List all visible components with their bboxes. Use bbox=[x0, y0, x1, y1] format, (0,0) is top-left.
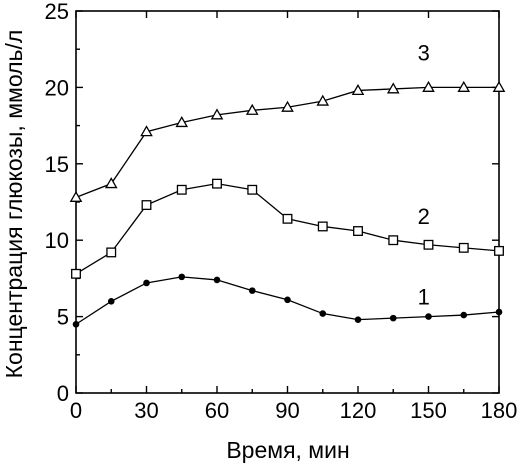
series-label-1: 1 bbox=[418, 285, 430, 310]
data-point-series-2 bbox=[353, 226, 363, 236]
series-line-2 bbox=[75, 183, 500, 275]
data-point-series-1 bbox=[178, 273, 186, 281]
data-point-series-2 bbox=[212, 178, 222, 189]
data-point-series-1 bbox=[495, 308, 503, 316]
data-point-series-1 bbox=[460, 311, 468, 319]
data-point-series-2 bbox=[247, 184, 258, 195]
data-point-series-1 bbox=[284, 296, 291, 304]
data-point-series-2 bbox=[494, 245, 504, 256]
y-tick-label: 0 bbox=[57, 381, 69, 406]
x-tick-label: 60 bbox=[205, 398, 229, 423]
axes: 0 30 60 90 120 150 180 0 5 10 15 20 25 bbox=[45, 0, 518, 423]
data-point-series-2 bbox=[71, 268, 81, 279]
plot-frame bbox=[75, 10, 500, 394]
data-point-series-2 bbox=[317, 221, 328, 232]
data-point-series-3 bbox=[69, 190, 83, 202]
data-point-series-1 bbox=[354, 316, 362, 323]
data-point-series-2 bbox=[458, 242, 469, 253]
data-point-series-2 bbox=[176, 184, 187, 195]
data-point-series-3 bbox=[386, 82, 400, 94]
x-tick-label: 180 bbox=[481, 398, 518, 423]
data-point-series-1 bbox=[319, 310, 327, 317]
data-point-series-1 bbox=[389, 314, 397, 322]
x-tick-label: 0 bbox=[70, 398, 82, 423]
data-point-series-3 bbox=[140, 125, 153, 137]
data-point-series-2 bbox=[282, 213, 293, 224]
x-tick-label: 30 bbox=[134, 398, 158, 423]
x-tick-label: 150 bbox=[410, 398, 447, 423]
data-point-series-2 bbox=[423, 239, 434, 250]
data-point-series-1 bbox=[213, 276, 221, 284]
data-point-series-2 bbox=[141, 200, 152, 211]
data-point-series-1 bbox=[107, 298, 115, 305]
labels-layer: 3 2 1 bbox=[418, 40, 430, 309]
data-point-series-3 bbox=[281, 100, 294, 112]
data-point-series-2 bbox=[106, 247, 117, 258]
data-point-series-2 bbox=[388, 235, 399, 246]
y-tick-label: 25 bbox=[45, 0, 69, 24]
data-point-series-3 bbox=[492, 80, 506, 92]
x-tick-label: 120 bbox=[340, 398, 377, 423]
data-point-series-3 bbox=[104, 177, 118, 189]
y-tick-label: 5 bbox=[57, 305, 69, 330]
data-point-series-3 bbox=[175, 116, 189, 128]
data-point-series-3 bbox=[245, 103, 259, 115]
data-point-series-3 bbox=[422, 80, 435, 92]
data-point-series-3 bbox=[457, 80, 471, 92]
x-axis-title: Время, мин bbox=[226, 437, 349, 463]
data-point-series-3 bbox=[316, 94, 330, 106]
y-tick-label: 15 bbox=[45, 152, 69, 177]
data-point-series-3 bbox=[351, 83, 365, 96]
x-tick-label: 90 bbox=[275, 398, 299, 423]
data-point-series-1 bbox=[425, 313, 432, 320]
series-label-3: 3 bbox=[418, 40, 430, 65]
y-tick-label: 10 bbox=[45, 228, 69, 253]
data-point-series-3 bbox=[210, 108, 224, 120]
data-point-series-1 bbox=[72, 320, 80, 328]
y-tick-label: 20 bbox=[45, 75, 69, 100]
series-layer bbox=[69, 80, 506, 328]
data-point-series-1 bbox=[248, 287, 256, 294]
data-point-series-1 bbox=[143, 279, 150, 287]
y-axis-title: Концентрация глюкозы, ммоль/л bbox=[1, 30, 27, 379]
series-label-2: 2 bbox=[418, 204, 430, 229]
